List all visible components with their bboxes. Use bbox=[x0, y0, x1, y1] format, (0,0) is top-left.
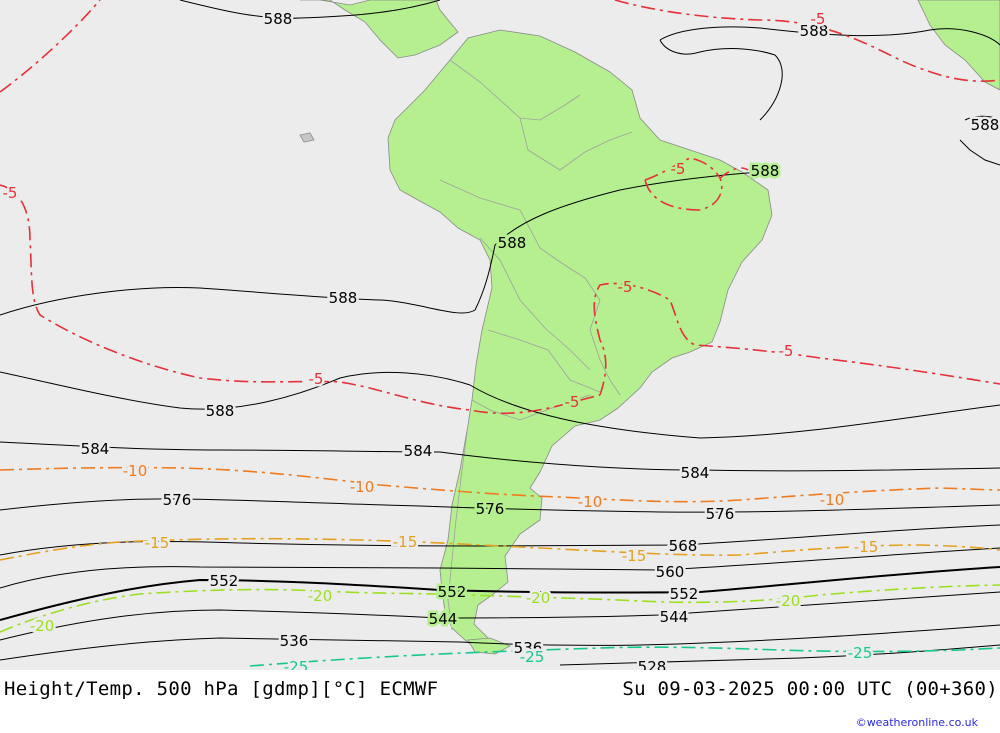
footer: Height/Temp. 500 hPa [gdmp][°C] ECMWF Su… bbox=[0, 670, 1000, 733]
temp-label: -15 bbox=[145, 534, 170, 552]
height-label: 584 bbox=[681, 464, 710, 482]
temp-label: -5 bbox=[309, 370, 324, 388]
temp-label: -10 bbox=[578, 493, 603, 511]
height-label: 536 bbox=[280, 632, 309, 650]
temperature-labels: -5 -5 -5 -5 -5 -5 -5 -10 -10 -10 -10 -15… bbox=[0, 8, 881, 671]
africa-corner bbox=[917, 0, 1000, 91]
land bbox=[299, 0, 1000, 655]
height-label: 576 bbox=[706, 505, 735, 523]
height-label: 544 bbox=[429, 610, 458, 628]
temp-label: -15 bbox=[854, 538, 879, 556]
temp-label: -20 bbox=[30, 617, 55, 635]
temp-label: -5 bbox=[3, 184, 18, 202]
country-borders bbox=[439, 59, 633, 631]
temp-label: -20 bbox=[526, 589, 551, 607]
height-label: 576 bbox=[476, 500, 505, 518]
height-label: 588 bbox=[971, 116, 1000, 134]
temp-label: -25 bbox=[284, 658, 309, 670]
temp-label: -10 bbox=[350, 478, 375, 496]
height-label: 576 bbox=[163, 491, 192, 509]
temp-label: -5 bbox=[618, 278, 633, 296]
height-label: 588 bbox=[498, 234, 527, 252]
height-label: 568 bbox=[669, 537, 698, 555]
height-label: 588 bbox=[206, 402, 235, 420]
central-america bbox=[300, 0, 459, 59]
height-contours bbox=[0, 0, 1000, 666]
temp-label: -5 bbox=[811, 10, 826, 28]
height-label: 552 bbox=[210, 572, 239, 590]
temp-label: -25 bbox=[848, 644, 873, 662]
south-america bbox=[387, 29, 773, 655]
height-label: 588 bbox=[329, 289, 358, 307]
temp-label: -25 bbox=[520, 648, 545, 666]
temp-label: -10 bbox=[820, 491, 845, 509]
temp-label: -10 bbox=[123, 462, 148, 480]
height-contour-labels: 588 588 588 588 588 588 588 584 584 584 … bbox=[78, 8, 1000, 671]
height-label: 552 bbox=[670, 585, 699, 603]
island-small bbox=[299, 132, 315, 143]
height-label: 584 bbox=[81, 440, 110, 458]
map-canvas: 588 588 588 588 588 588 588 584 584 584 … bbox=[0, 0, 1000, 670]
height-label: 588 bbox=[264, 10, 293, 28]
temp-label: -5 bbox=[565, 393, 580, 411]
height-label: 536 bbox=[514, 639, 543, 657]
temp-label: -20 bbox=[308, 587, 333, 605]
forecast-time: Su 09-03-2025 00:00 UTC (00+360) bbox=[622, 678, 998, 700]
height-label: 552 bbox=[438, 583, 467, 601]
chart-title: Height/Temp. 500 hPa [gdmp][°C] ECMWF bbox=[4, 678, 439, 700]
height-label: 584 bbox=[404, 442, 433, 460]
temp-label: -15 bbox=[622, 547, 647, 565]
weather-map: 588 588 588 588 588 588 588 584 584 584 … bbox=[0, 0, 1000, 670]
temp-label: -5 bbox=[671, 160, 686, 178]
credit-link[interactable]: ©weatheronline.co.uk bbox=[855, 716, 978, 729]
height-label: 544 bbox=[660, 608, 689, 626]
height-label: 588 bbox=[751, 162, 780, 180]
height-label: 560 bbox=[656, 563, 685, 581]
temp-label: -5 bbox=[779, 342, 794, 360]
temperature-isotherms bbox=[0, 0, 1000, 667]
temp-label: -20 bbox=[776, 592, 801, 610]
height-label: 528 bbox=[638, 658, 667, 670]
tierra-del-fuego bbox=[467, 637, 511, 655]
height-label: 588 bbox=[800, 22, 829, 40]
temp-label: -15 bbox=[393, 533, 418, 551]
